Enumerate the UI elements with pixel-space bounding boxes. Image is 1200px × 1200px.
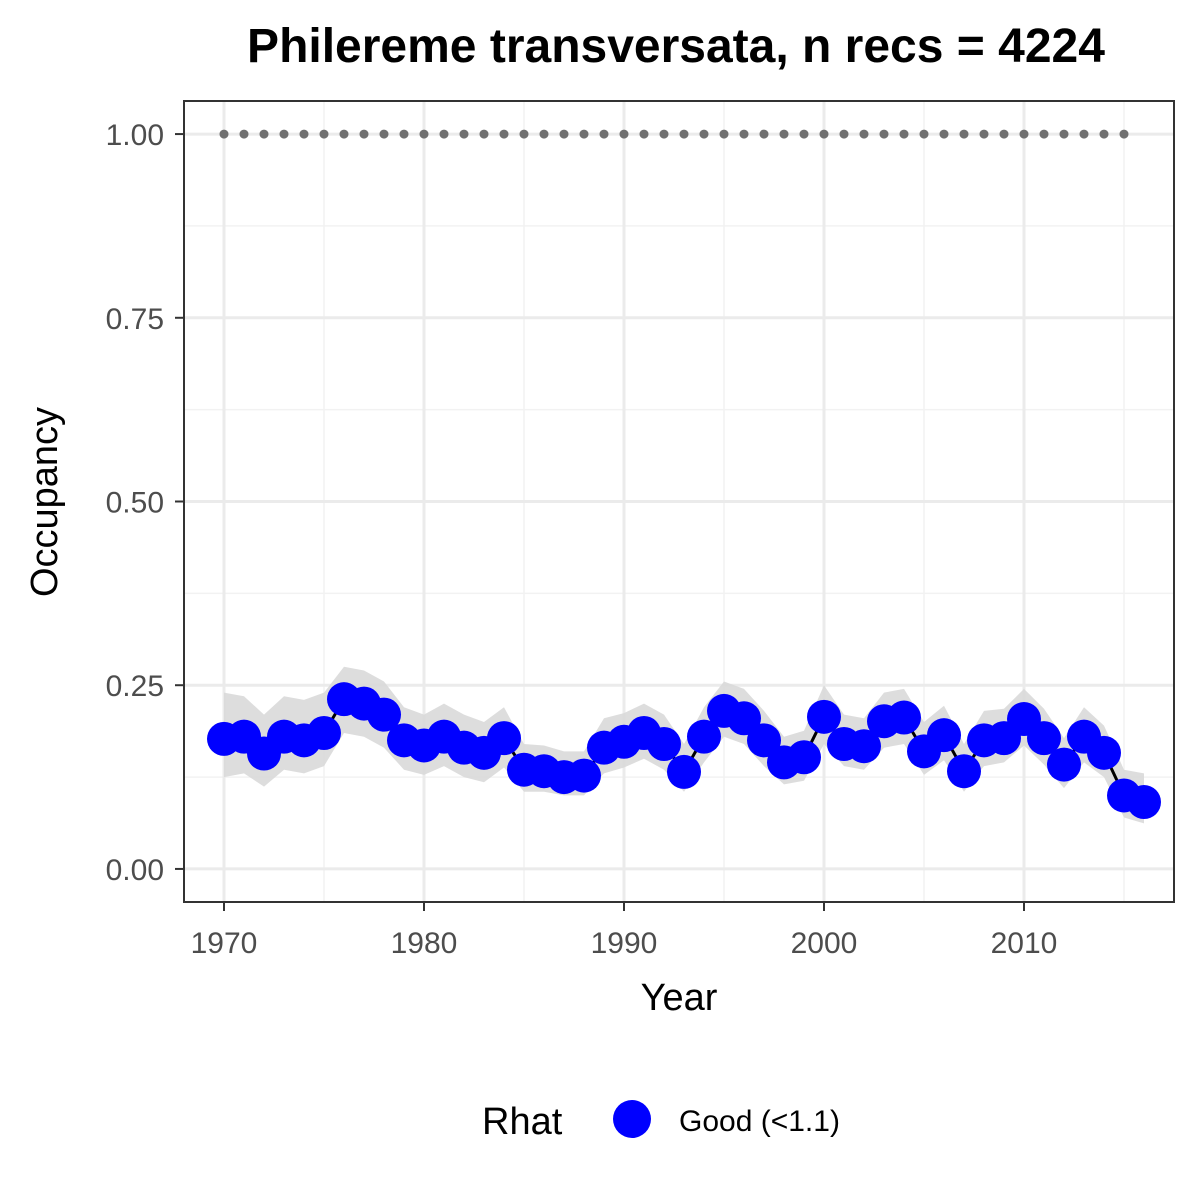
- reference-point: [499, 129, 509, 139]
- legend-label-good: Good (<1.1): [679, 1105, 840, 1138]
- data-point: [567, 758, 601, 793]
- data-point: [787, 740, 821, 775]
- data-point: [887, 700, 921, 735]
- data-point: [487, 721, 521, 756]
- data-point: [947, 754, 981, 789]
- data-point: [927, 718, 961, 753]
- reference-point: [1019, 129, 1029, 139]
- data-point: [1087, 735, 1121, 770]
- reference-point: [959, 129, 969, 139]
- reference-point: [419, 129, 429, 139]
- reference-point: [559, 129, 569, 139]
- reference-point: [1059, 129, 1069, 139]
- data-point: [1127, 785, 1161, 820]
- x-tick-label: 1990: [591, 927, 658, 960]
- x-tick-label: 1980: [391, 927, 458, 960]
- reference-points-layer: [219, 129, 1129, 139]
- reference-point: [639, 129, 649, 139]
- x-axis: 1970 1980 1990 2000 2010: [191, 902, 1058, 960]
- data-point: [807, 699, 841, 734]
- data-point: [307, 715, 341, 750]
- reference-point: [759, 129, 769, 139]
- y-tick-label: 0.00: [106, 854, 164, 887]
- legend-key-good: [613, 1100, 651, 1138]
- x-tick-label: 2010: [991, 927, 1058, 960]
- reference-point: [519, 129, 529, 139]
- reference-point: [479, 129, 489, 139]
- reference-point: [939, 129, 949, 139]
- y-tick-label: 0.75: [106, 303, 164, 336]
- reference-point: [1039, 129, 1049, 139]
- y-tick-label: 0.25: [106, 670, 164, 703]
- reference-point: [1079, 129, 1089, 139]
- data-point: [687, 719, 721, 754]
- reference-point: [739, 129, 749, 139]
- reference-point: [379, 129, 389, 139]
- reference-point: [979, 129, 989, 139]
- data-point: [667, 754, 701, 789]
- reference-point: [279, 129, 289, 139]
- reference-point: [819, 129, 829, 139]
- data-point: [647, 727, 681, 762]
- chart-title: Philereme transversata, n recs = 4224: [247, 20, 1105, 73]
- y-tick-label: 0.50: [106, 487, 164, 520]
- reference-point: [719, 129, 729, 139]
- legend: Rhat Good (<1.1): [482, 1100, 840, 1143]
- reference-point: [399, 129, 409, 139]
- data-point: [747, 723, 781, 758]
- data-point: [367, 697, 401, 732]
- y-tick-label: 1.00: [106, 119, 164, 152]
- x-axis-title: Year: [641, 977, 718, 1019]
- reference-point: [359, 129, 369, 139]
- reference-point: [1099, 129, 1109, 139]
- reference-point: [539, 129, 549, 139]
- reference-point: [799, 129, 809, 139]
- reference-point: [859, 129, 869, 139]
- reference-point: [459, 129, 469, 139]
- reference-point: [439, 129, 449, 139]
- reference-point: [919, 129, 929, 139]
- reference-point: [259, 129, 269, 139]
- reference-point: [879, 129, 889, 139]
- reference-point: [839, 129, 849, 139]
- x-tick-label: 2000: [791, 927, 858, 960]
- reference-point: [999, 129, 1009, 139]
- reference-point: [579, 129, 589, 139]
- reference-point: [779, 129, 789, 139]
- data-point: [847, 729, 881, 764]
- y-axis-title: Occupancy: [24, 407, 66, 597]
- reference-point: [219, 129, 229, 139]
- reference-point: [319, 129, 329, 139]
- data-point: [1047, 747, 1081, 782]
- reference-point: [1119, 129, 1129, 139]
- reference-point: [899, 129, 909, 139]
- reference-point: [679, 129, 689, 139]
- reference-point: [599, 129, 609, 139]
- legend-title: Rhat: [482, 1101, 563, 1143]
- reference-point: [619, 129, 629, 139]
- data-point: [727, 701, 761, 736]
- data-point: [1027, 721, 1061, 756]
- y-axis: 0.00 0.25 0.50 0.75 1.00: [106, 119, 184, 887]
- reference-point: [699, 129, 709, 139]
- reference-point: [239, 129, 249, 139]
- x-tick-label: 1970: [191, 927, 258, 960]
- reference-point: [659, 129, 669, 139]
- reference-point: [339, 129, 349, 139]
- reference-point: [299, 129, 309, 139]
- data-points-layer: [207, 682, 1161, 820]
